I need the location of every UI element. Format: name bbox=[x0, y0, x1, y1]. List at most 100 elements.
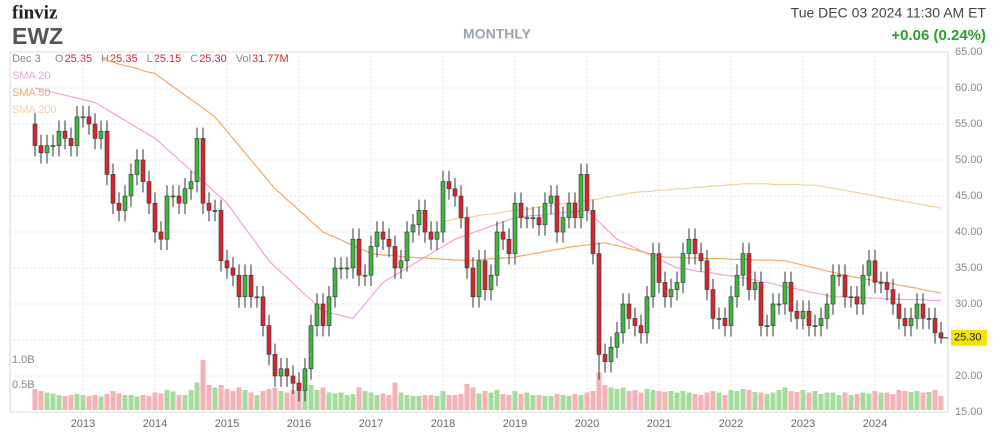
candle-body bbox=[224, 260, 230, 269]
quote-value: 25.15 bbox=[154, 53, 182, 65]
volume-bar bbox=[38, 391, 44, 410]
candle-body bbox=[620, 303, 626, 334]
candle-body bbox=[506, 238, 512, 254]
volume-bar bbox=[140, 395, 146, 410]
candle-body bbox=[266, 325, 272, 355]
y-tick-label: 50.00 bbox=[955, 154, 983, 166]
candle-body bbox=[500, 231, 506, 240]
volume-bar bbox=[800, 390, 806, 410]
volume-bar bbox=[698, 395, 704, 410]
candle-body bbox=[668, 289, 674, 298]
candle-body bbox=[44, 145, 50, 154]
candle-body bbox=[122, 195, 128, 211]
volume-bar bbox=[500, 394, 506, 410]
volume-bar bbox=[932, 390, 938, 410]
volume-bar bbox=[590, 391, 596, 410]
candle-body bbox=[404, 231, 410, 262]
candle-body bbox=[830, 274, 836, 305]
candle-body bbox=[596, 253, 602, 355]
candle-body bbox=[476, 260, 482, 298]
volume-bar bbox=[842, 392, 848, 410]
volume-bar bbox=[776, 390, 782, 410]
volume-bar bbox=[314, 390, 320, 410]
volume-bar bbox=[626, 391, 632, 410]
candle-body bbox=[362, 274, 368, 277]
volume-bar bbox=[494, 390, 500, 410]
candle-body bbox=[206, 202, 212, 211]
candle-body bbox=[872, 260, 878, 283]
candle-body bbox=[398, 260, 404, 269]
x-tick-label: 2016 bbox=[287, 418, 311, 430]
volume-bar bbox=[656, 391, 662, 410]
candle-body bbox=[446, 181, 452, 190]
quote-label: H bbox=[101, 53, 109, 65]
candle-body bbox=[890, 289, 896, 305]
y-tick-label: 40.00 bbox=[955, 226, 983, 238]
candle-body bbox=[416, 210, 422, 226]
y-tick-label: 60.00 bbox=[955, 82, 983, 94]
candle-body bbox=[572, 202, 578, 218]
volume-bar bbox=[566, 396, 572, 410]
volume-bar bbox=[452, 395, 458, 410]
volume-bar bbox=[584, 392, 590, 410]
candle-body bbox=[392, 246, 398, 269]
legend-entry: SMA 200 bbox=[12, 104, 57, 116]
candle-body bbox=[134, 159, 140, 175]
candle-body bbox=[794, 310, 800, 319]
candle-body bbox=[62, 130, 68, 139]
volume-bar bbox=[134, 396, 140, 410]
volume-bar bbox=[278, 391, 284, 410]
candle-body bbox=[860, 274, 866, 305]
candle-body bbox=[308, 325, 314, 370]
candle-body bbox=[896, 303, 902, 319]
volume-bar bbox=[230, 391, 236, 410]
candle-body bbox=[656, 253, 662, 283]
candle-body bbox=[740, 253, 746, 276]
candle-body bbox=[770, 303, 776, 326]
candle-body bbox=[332, 267, 338, 298]
volume-bar bbox=[758, 392, 764, 410]
volume-bar bbox=[914, 391, 920, 410]
candle-body bbox=[758, 282, 764, 326]
volume-bar bbox=[218, 385, 224, 410]
volume-bar bbox=[542, 396, 548, 410]
volume-bar bbox=[356, 387, 362, 410]
volume-bar bbox=[176, 395, 182, 410]
candle-body bbox=[902, 318, 908, 326]
candle-body bbox=[260, 296, 266, 326]
candle-body bbox=[548, 195, 554, 204]
candle-body bbox=[194, 138, 200, 182]
volume-bar bbox=[434, 396, 440, 410]
x-tick-label: 2020 bbox=[575, 418, 599, 430]
candle-body bbox=[686, 238, 692, 254]
volume-bar bbox=[254, 395, 260, 410]
volume-bar bbox=[32, 389, 38, 410]
volume-bar bbox=[86, 396, 92, 410]
candle-body bbox=[320, 303, 326, 326]
volume-bar bbox=[524, 392, 530, 410]
volume-tick-label: 1.0B bbox=[12, 354, 35, 366]
candle-body bbox=[836, 274, 842, 277]
candle-body bbox=[164, 195, 170, 240]
x-tick-label: 2023 bbox=[791, 418, 815, 430]
volume-bar bbox=[908, 392, 914, 410]
candle-body bbox=[584, 174, 590, 211]
candle-body bbox=[200, 138, 206, 204]
volume-bar bbox=[896, 390, 902, 410]
candle-body bbox=[866, 260, 872, 276]
y-tick-label: 55.00 bbox=[955, 118, 983, 130]
volume-bar bbox=[470, 387, 476, 410]
y-tick-label: 30.00 bbox=[955, 298, 983, 310]
volume-bar bbox=[200, 360, 206, 410]
volume-bar bbox=[92, 395, 98, 410]
x-tick-label: 2018 bbox=[431, 418, 455, 430]
volume-bar bbox=[224, 389, 230, 410]
candle-body bbox=[92, 123, 98, 139]
candle-body bbox=[80, 116, 86, 119]
candle-body bbox=[386, 238, 392, 247]
volume-bar bbox=[650, 390, 656, 410]
candle-body bbox=[554, 195, 560, 233]
candle-body bbox=[338, 267, 344, 270]
candle-body bbox=[50, 145, 56, 147]
candle-body bbox=[704, 260, 710, 290]
